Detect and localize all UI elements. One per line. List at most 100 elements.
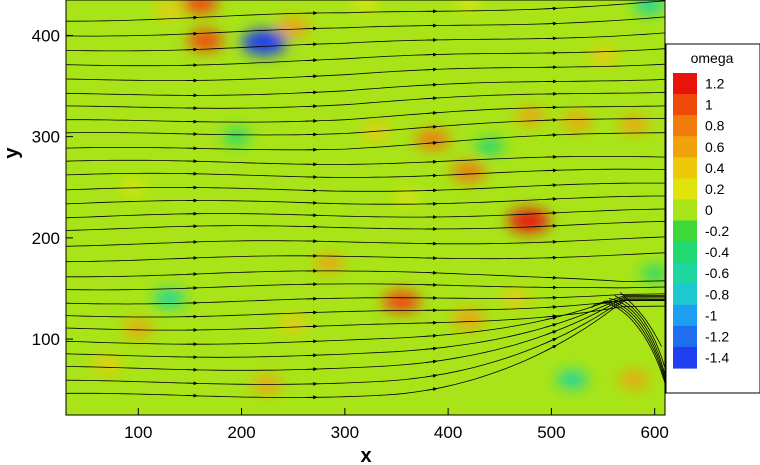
streamline-12 (66, 220, 665, 231)
legend-title: omega (691, 50, 734, 66)
streamline-11 (66, 236, 665, 247)
vortex-line-4 (597, 301, 665, 383)
streamline-arrow-3-2 (425, 346, 438, 351)
vortex-line-0 (620, 292, 662, 347)
streamline-arrow-4-2 (425, 333, 438, 338)
streamline-26 (66, 16, 665, 37)
streamline-20 (66, 105, 665, 123)
streamline-arrow-18-2 (425, 140, 438, 145)
x-tick-label-1: 200 (227, 423, 255, 442)
streamline-17 (66, 156, 665, 165)
vorticity-feature-30 (394, 189, 420, 205)
legend-label-9: -0.6 (705, 265, 729, 281)
vorticity-feature-23 (556, 370, 588, 389)
legend-swatch-11 (673, 304, 697, 327)
vorticity-feature-27 (120, 179, 146, 195)
legend-label-1: 1 (705, 97, 713, 113)
vorticity-feature-29 (589, 47, 617, 64)
x-axis: 100 200 300 400 500 600 (124, 408, 669, 442)
y-tick-label-3: 400 (32, 26, 60, 45)
vorticity-feature-31 (279, 315, 307, 332)
legend-label-12: -1.2 (705, 328, 729, 344)
vorticity-feature-14 (507, 208, 550, 233)
legend-swatch-0 (673, 73, 697, 95)
legend-label-11: -1 (705, 307, 718, 323)
vorticity-feature-11 (516, 107, 546, 125)
legend-swatch-6 (673, 199, 697, 222)
vorticity-feature-9 (451, 162, 486, 183)
legend-label-8: -0.4 (705, 244, 729, 260)
streamline-1 (66, 298, 665, 385)
legend-swatch-5 (673, 178, 697, 201)
streamline-14 (66, 195, 665, 205)
plot-area (66, 0, 665, 415)
legend-label-4: 0.4 (705, 160, 725, 176)
streamline-9 (66, 270, 665, 283)
streamline-arrow-22-2 (425, 82, 438, 87)
streamline-13 (66, 208, 665, 219)
streamline-10 (66, 252, 665, 263)
legend-labels: 1.2 1 0.8 0.6 0.4 0.2 0 -0.2 -0.4 -0.6 -0.8 -1 -1.2 -… (705, 76, 729, 366)
y-tick-label-2: 300 (32, 128, 60, 147)
streamline-6 (66, 299, 665, 318)
streamline-arrow-20-2 (425, 111, 438, 115)
vortex-line-5 (591, 302, 665, 385)
legend-label-2: 0.8 (705, 118, 725, 134)
vorticity-feature-5 (456, 0, 482, 11)
vortex-line-2 (608, 298, 665, 377)
streamline-arrow-21-2 (425, 96, 438, 101)
streamline-25 (66, 32, 665, 52)
legend-swatch-12 (673, 325, 697, 348)
vorticity-feature-15 (382, 290, 421, 313)
streamline-arrow-0-3 (545, 344, 558, 352)
legend-swatch-7 (673, 220, 697, 243)
legend-label-3: 0.6 (705, 139, 725, 155)
streamline-19 (66, 118, 665, 136)
streamline-arrow-3-3 (545, 323, 558, 328)
streamline-0 (66, 300, 665, 398)
plot-frame (65, 0, 666, 416)
legend-label-10: -0.8 (705, 286, 729, 302)
y-tick-label-0: 100 (32, 330, 60, 349)
vorticity-feature-19 (123, 320, 153, 338)
streamline-arrow-2-3 (545, 330, 558, 336)
x-tick-label-2: 300 (331, 423, 359, 442)
streamline-15 (66, 182, 665, 192)
legend-swatch-2 (673, 115, 697, 137)
legend-label-13: -1.4 (705, 350, 729, 366)
streamline-3 (66, 296, 665, 358)
streamline-2 (66, 297, 665, 371)
legend-label-6: 0 (705, 202, 713, 218)
legend-swatch-9 (673, 262, 697, 285)
vortex-line-1 (614, 295, 665, 367)
x-tick-label-3: 400 (434, 423, 462, 442)
x-tick-label-0: 100 (124, 423, 152, 442)
streamline-5 (66, 305, 665, 331)
streamline-22 (66, 79, 665, 96)
streamlines (66, 0, 665, 400)
vorticity-feature-12 (562, 112, 592, 130)
vorticity-feature-16 (452, 309, 486, 329)
streamline-arrow-2-2 (425, 359, 438, 364)
y-axis-title: y (1, 147, 23, 159)
vorticity-feature-20 (222, 128, 251, 145)
vorticity-feature-24 (619, 371, 649, 389)
streamline-16 (66, 168, 665, 178)
legend-label-5: 0.2 (705, 181, 725, 197)
y-tick-label-1: 200 (32, 229, 60, 248)
vorticity-feature-8 (415, 129, 450, 150)
streamline-arrow-0-2 (425, 387, 438, 392)
vorticity-feature-3 (276, 17, 310, 37)
legend-swatch-3 (673, 136, 697, 158)
legend-label-7: -0.2 (705, 223, 729, 239)
streamline-7 (66, 293, 665, 305)
streamline-27 (66, 0, 665, 22)
streamline-arrow-6-3 (545, 305, 558, 309)
y-axis: 100 200 300 400 (32, 26, 73, 349)
vorticity-feature-13 (619, 116, 649, 133)
vorticity-feature-21 (314, 254, 344, 272)
legend-label-0: 1.2 (705, 76, 725, 92)
legend-swatch-8 (673, 241, 697, 264)
vortex-line-3 (602, 300, 665, 381)
vorticity-feature-2 (241, 29, 287, 56)
